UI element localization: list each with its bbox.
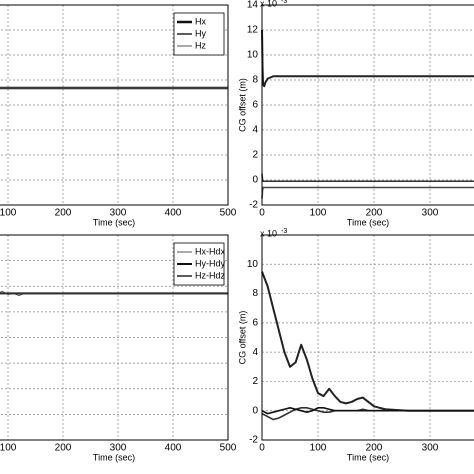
y-tick-label: 10	[247, 50, 259, 61]
x-tick-label: 500	[220, 208, 237, 219]
axis-multiplier: x 10	[260, 0, 277, 8]
axes-frame	[261, 234, 474, 441]
data-line	[261, 271, 474, 412]
axes-frame	[0, 4, 229, 206]
axes-frame	[261, 4, 474, 206]
y-tick-label: 6	[252, 100, 258, 111]
x-axis-label: Time (sec)	[93, 452, 135, 462]
data-line	[261, 29, 474, 88]
x-tick-label: 100	[0, 208, 17, 219]
x-tick-label: 100	[310, 208, 327, 219]
x-tick-label: 400	[165, 443, 182, 454]
plot: 100200300400500-1-0.75-0.5-0.2500.250.50…	[0, 4, 237, 227]
axis-multiplier: x 10	[260, 228, 277, 238]
y-axis-label: CG offset (m)	[237, 311, 247, 365]
x-tick-label: 300	[422, 443, 439, 454]
x-axis-label: Time (sec)	[347, 452, 389, 462]
y-tick-label: 10	[247, 259, 259, 270]
x-tick-label: 100	[310, 443, 327, 454]
y-tick-label: 8	[252, 75, 258, 86]
y-tick-label: 8	[252, 288, 258, 299]
plot-area	[262, 235, 474, 440]
x-tick-label: 200	[55, 208, 72, 219]
x-tick-label: 200	[366, 208, 383, 219]
x-tick-label: 500	[220, 443, 237, 454]
x-tick-label: 300	[110, 208, 127, 219]
y-tick-label: 12	[247, 25, 259, 36]
legend-label: Hy	[195, 28, 206, 38]
legend-label: Hx-Hdx	[195, 246, 226, 256]
y-axis-label: CG offset (m)	[237, 78, 247, 132]
plot: 100200300400500-1-0.75-0.5-0.2500.250.50…	[0, 234, 237, 462]
y-tick-label: 4	[252, 125, 258, 136]
y-tick-label: 14	[247, 0, 259, 11]
x-axis-label: Time (sec)	[93, 217, 135, 227]
x-tick-label: 400	[165, 208, 182, 219]
x-axis-label: Time (sec)	[347, 217, 389, 227]
x-tick-label: 0	[259, 443, 265, 454]
x-tick-label: 0	[259, 208, 265, 219]
x-tick-label: 300	[422, 208, 439, 219]
y-tick-label: -2	[249, 435, 258, 446]
y-tick-label: 2	[252, 376, 258, 387]
data-line	[261, 186, 474, 199]
axes-frame	[0, 234, 229, 441]
legend-box	[173, 242, 225, 286]
axis-multiplier-exponent: -3	[281, 0, 287, 5]
y-tick-label: 0	[252, 175, 258, 186]
legend-label: Hy-Hdy	[195, 258, 226, 268]
x-tick-label: 300	[110, 443, 127, 454]
axis-multiplier-exponent: -3	[281, 228, 287, 235]
x-tick-label: 100	[0, 443, 17, 454]
y-tick-label: 6	[252, 317, 258, 328]
data-line	[261, 173, 474, 183]
y-tick-label: 2	[252, 150, 258, 161]
y-tick-label: 4	[252, 347, 258, 358]
x-tick-label: 200	[55, 443, 72, 454]
legend-label: Hz-Hdz	[195, 270, 226, 280]
legend-label: Hx	[195, 16, 206, 26]
y-tick-label: 0	[252, 405, 258, 416]
data-line	[261, 406, 474, 415]
y-tick-label: -2	[249, 200, 258, 211]
legend-label: Hz	[195, 40, 206, 50]
x-tick-label: 200	[366, 443, 383, 454]
